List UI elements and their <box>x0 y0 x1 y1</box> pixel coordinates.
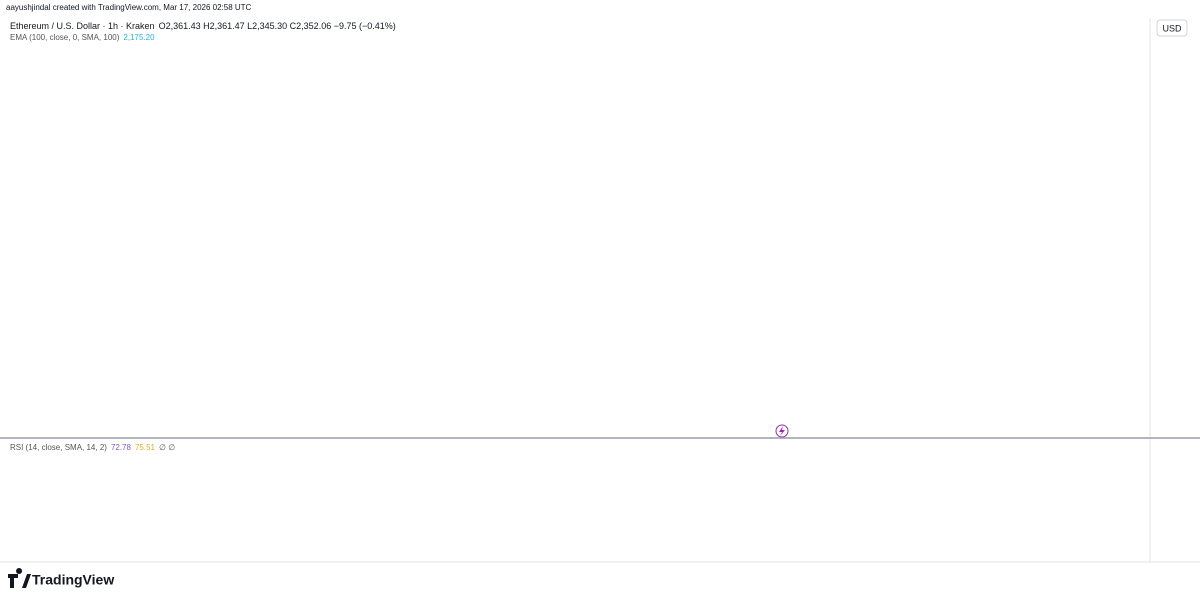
ema-value: 2,175.20 <box>123 33 155 42</box>
ema-header: EMA (100, close, 0, SMA, 100) 2,175.20 <box>10 33 155 42</box>
symbol-title: Ethereum / U.S. Dollar · 1h · Kraken <box>10 21 155 31</box>
ohlc: O2,361.43 H2,361.47 L2,345.30 C2,352.06 … <box>159 21 396 31</box>
rsi-value: 72.78 <box>111 443 132 452</box>
brand-logo <box>8 568 31 588</box>
watermark: aayushjindal created with TradingView.co… <box>6 3 252 12</box>
rsi-ma-value: 75.51 <box>135 443 156 452</box>
rsi-extra: ∅ ∅ <box>159 443 175 452</box>
ema-label: EMA (100, close, 0, SMA, 100) <box>10 33 120 42</box>
rsi-label: RSI (14, close, SMA, 14, 2) <box>10 443 107 452</box>
legend-header: Ethereum / U.S. Dollar · 1h · Kraken O2,3… <box>10 21 396 31</box>
rsi-header: RSI (14, close, SMA, 14, 2) 72.78 75.51 ∅ ∅ <box>10 443 175 452</box>
currency[interactable]: USD <box>1162 23 1182 33</box>
brand: TradingView <box>32 572 114 588</box>
currency-box[interactable] <box>1156 19 1188 37</box>
event-icon <box>779 426 785 436</box>
